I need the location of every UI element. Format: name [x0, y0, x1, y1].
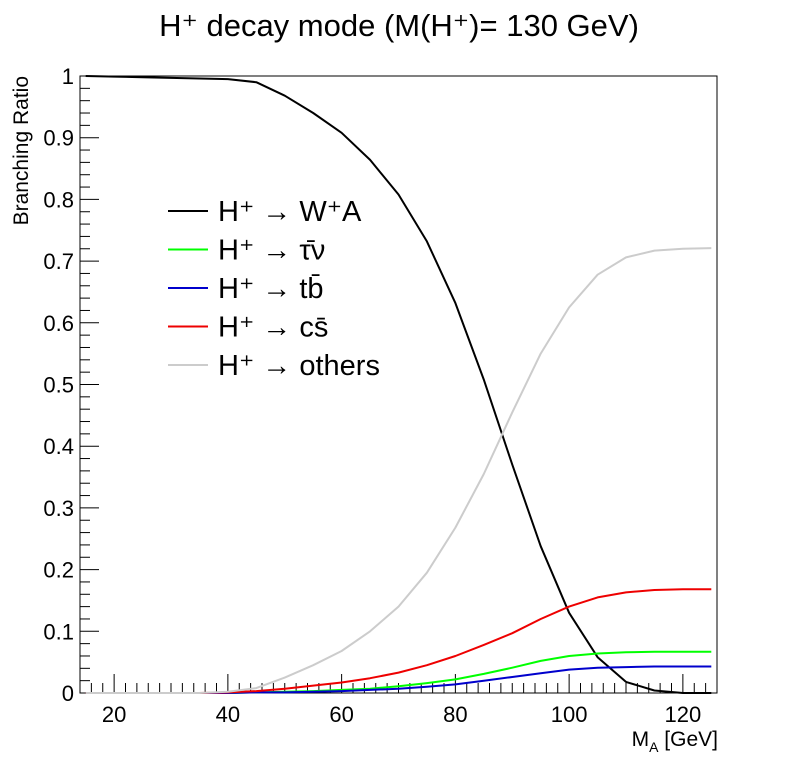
y-tick-label: 0.7 — [43, 249, 74, 274]
y-tick-label: 0.8 — [43, 187, 74, 212]
y-axis-title: Branching Ratio — [10, 76, 33, 225]
x-tick-label: 100 — [551, 702, 588, 727]
legend-label-3: H⁺ → cs̄ — [218, 312, 328, 344]
x-tick-label: 120 — [665, 702, 702, 727]
y-tick-label: 0.3 — [43, 496, 74, 521]
legend: H⁺ → W⁺A H⁺ → τ̄ν H⁺ → tb̄ H⁺ → cs̄ H⁺ → oth… — [168, 196, 380, 382]
x-tick-label: 40 — [216, 702, 240, 727]
y-tick-label: 0.5 — [43, 373, 74, 398]
y-tick-label: 0.9 — [43, 126, 74, 151]
series-line-0 — [85, 75, 712, 694]
x-axis-title-main: M — [632, 728, 650, 751]
x-axis-title-sub: A — [649, 739, 659, 755]
svg-text:MA [GeV]: MA [GeV] — [632, 728, 718, 755]
legend-label-2: H⁺ → tb̄ — [218, 273, 324, 305]
y-tick-label: 0 — [62, 681, 74, 706]
y-axis-title-group: Branching Ratio — [10, 76, 33, 225]
x-axis-title-unit: [GeV] — [658, 728, 718, 751]
y-tick-label: 0.6 — [43, 311, 74, 336]
legend-label-1: H⁺ → τ̄ν — [218, 235, 325, 267]
y-tick-label: 1 — [62, 64, 74, 89]
y-tick-label: 0.1 — [43, 619, 74, 644]
x-tick-label: 20 — [102, 702, 126, 727]
legend-label-4: H⁺ → others — [218, 350, 380, 382]
chart-title: H⁺ decay mode (M(H⁺)= 130 GeV) — [159, 8, 639, 43]
legend-label-0: H⁺ → W⁺A — [218, 196, 362, 228]
series-line-4 — [85, 247, 712, 694]
y-tick-label: 0.2 — [43, 558, 74, 583]
x-tick-label: 60 — [329, 702, 353, 727]
x-axis-title: MA [GeV] — [632, 728, 718, 755]
x-tick-label: 80 — [443, 702, 467, 727]
y-tick-label: 0.4 — [43, 434, 74, 459]
y-axis-ticks: 0 0.1 0.2 0.3 0.4 0.5 0.6 0.7 0.8 0.9 1 — [43, 64, 99, 706]
series-group — [85, 75, 712, 694]
